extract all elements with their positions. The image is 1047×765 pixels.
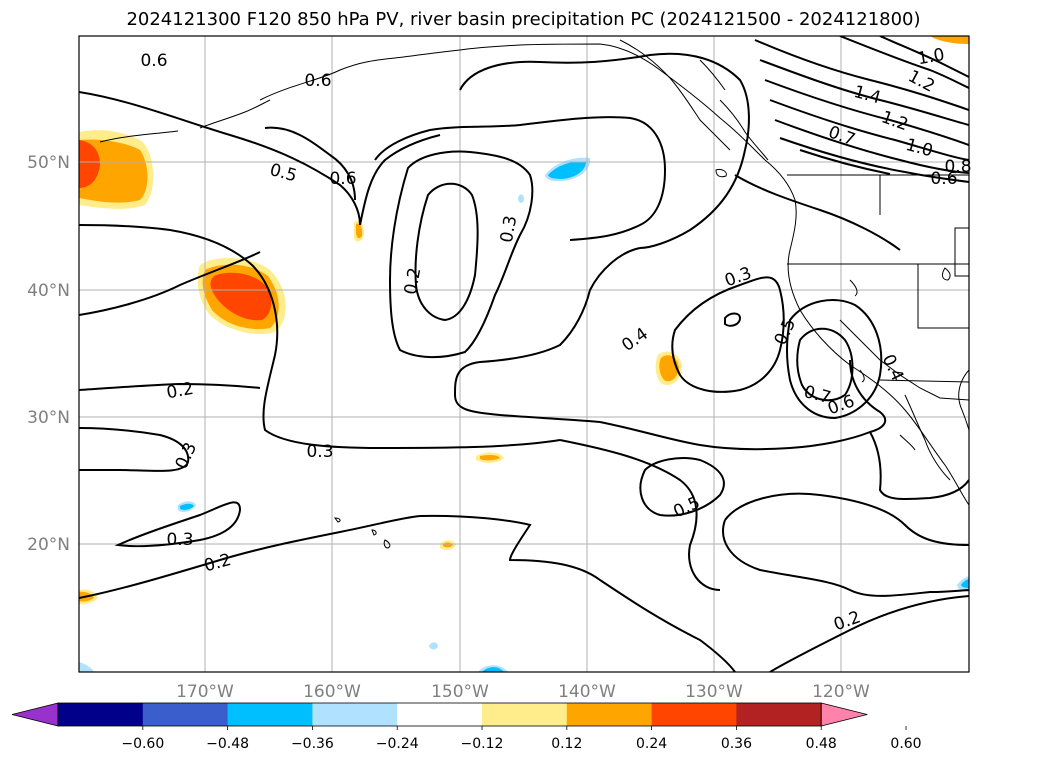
precip-negative-shading: [79, 157, 969, 672]
colorbar-tick-label: −0.12: [461, 736, 504, 752]
colorbar-extend-high: [820, 702, 868, 727]
contour-label: 0.6: [140, 51, 167, 71]
map-content: [79, 36, 969, 672]
colorbar: −0.60 −0.48 −0.36 −0.24 −0.12 0.12 0.24 0.36 0.4…: [11, 702, 922, 752]
colorbar-tick-label: −0.60: [121, 736, 164, 752]
contour-label: 0.6: [329, 169, 356, 189]
lat-label: 20°N: [27, 535, 70, 555]
colorbar-segment: [651, 703, 737, 726]
colorbar-segment: [142, 703, 229, 726]
lon-label: 150°W: [431, 682, 489, 702]
colorbar-segment: [482, 703, 568, 726]
colorbar-segment: [566, 703, 653, 726]
colorbar-tick-label: 0.36: [721, 736, 752, 752]
lon-label: 160°W: [303, 682, 361, 702]
coastlines: [99, 39, 969, 549]
precip-positive-shading: [79, 36, 969, 605]
colorbar-tick-label: 0.60: [890, 736, 921, 752]
lon-label: 120°W: [812, 682, 870, 702]
lat-label: 30°N: [27, 408, 70, 428]
contour-label: 0.3: [497, 214, 521, 244]
colorbar-tick-label: 0.12: [551, 736, 582, 752]
map-title: 2024121300 F120 850 hPa PV, river basin …: [126, 9, 921, 30]
colorbar-segment: [227, 703, 313, 726]
colorbar-outline: [57, 702, 822, 727]
longitude-labels: 170°W 160°W 150°W 140°W 130°W 120°W: [176, 682, 870, 702]
colorbar-tick-label: −0.48: [206, 736, 249, 752]
contour-label: 0.6: [930, 169, 957, 189]
pv-contours: [79, 36, 969, 672]
contour-label: 1.0: [916, 45, 946, 69]
contour-label: 0.8: [944, 157, 971, 177]
lat-label: 50°N: [27, 153, 70, 173]
colorbar-tick-label: 0.48: [806, 736, 837, 752]
contour-label: 0.2: [165, 379, 195, 403]
map-area: [79, 36, 969, 672]
colorbar-tick-label: −0.36: [291, 736, 334, 752]
contour-label: 0.2: [401, 266, 425, 296]
lat-label: 40°N: [27, 281, 70, 301]
colorbar-segment: [736, 703, 822, 726]
lon-label: 170°W: [176, 682, 234, 702]
contour-label: 0.3: [306, 442, 333, 462]
lon-label: 130°W: [685, 682, 743, 702]
colorbar-extend-low: [11, 702, 59, 727]
colorbar-tick-label: −0.24: [376, 736, 419, 752]
contour-label: 0.3: [166, 530, 193, 550]
colorbar-segment: [58, 703, 144, 726]
colorbar-segment: [397, 703, 483, 726]
latitude-labels: 50°N 40°N 30°N 20°N: [27, 153, 70, 555]
colorbar-segment: [312, 703, 398, 726]
colorbar-tick-label: 0.24: [636, 736, 667, 752]
contour-label: 0.6: [304, 71, 331, 91]
map-border: [78, 35, 970, 673]
lon-label: 140°W: [558, 682, 616, 702]
